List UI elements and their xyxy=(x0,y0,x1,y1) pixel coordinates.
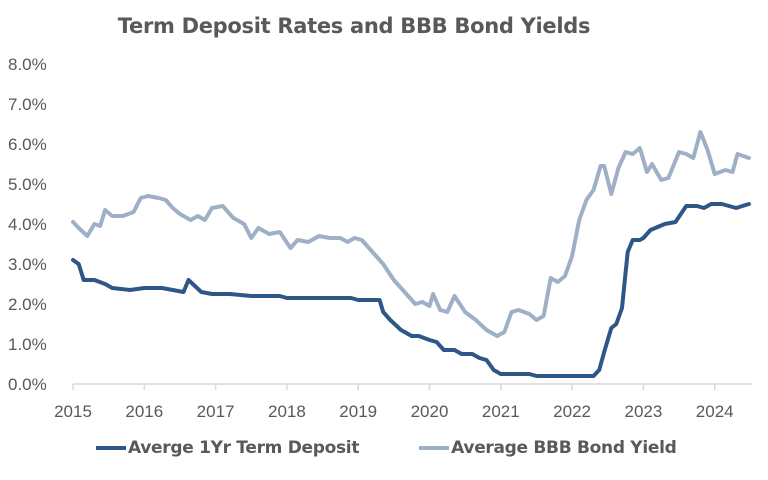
legend: Averge 1Yr Term Deposit Average BBB Bond… xyxy=(96,438,736,458)
y-tick-label: 8.0% xyxy=(8,55,47,74)
x-tick-label: 2019 xyxy=(339,402,377,421)
legend-swatch-term-deposit xyxy=(96,446,126,450)
x-tick-label: 2023 xyxy=(624,402,662,421)
series-lines xyxy=(71,130,751,378)
legend-label-bbb-bond: Average BBB Bond Yield xyxy=(451,438,677,458)
x-tick-label: 2021 xyxy=(482,402,520,421)
legend-label-term-deposit: Averge 1Yr Term Deposit xyxy=(128,438,360,458)
y-tick-label: 7.0% xyxy=(8,95,47,114)
y-tick-label: 5.0% xyxy=(8,175,47,194)
x-tick-label: 2022 xyxy=(553,402,591,421)
x-tick-label: 2017 xyxy=(197,402,235,421)
x-axis: 2015 2016 2017 2018 2019 2020 2021 2022 2023 2024 xyxy=(54,383,752,421)
y-tick-label: 4.0% xyxy=(8,215,47,234)
x-tick-label: 2015 xyxy=(54,402,92,421)
y-tick-label: 2.0% xyxy=(8,295,47,314)
y-tick-label: 0.0% xyxy=(8,375,47,394)
legend-swatch-bbb-bond xyxy=(419,446,450,450)
legend-item-bbb-bond: Average BBB Bond Yield xyxy=(419,438,677,458)
series-line-term-deposit xyxy=(71,202,751,378)
y-axis: 0.0% 1.0% 2.0% 3.0% 4.0% 5.0% 6.0% 7.0% 8.0% xyxy=(8,55,47,394)
x-tick-label: 2024 xyxy=(696,402,734,421)
y-tick-label: 3.0% xyxy=(8,255,47,274)
legend-item-term-deposit: Averge 1Yr Term Deposit xyxy=(96,438,359,458)
x-tick-label: 2018 xyxy=(268,402,306,421)
x-tick-label: 2020 xyxy=(411,402,449,421)
x-tick-label: 2016 xyxy=(125,402,163,421)
y-tick-label: 6.0% xyxy=(8,135,47,154)
chart-title: Term Deposit Rates and BBB Bond Yields xyxy=(117,14,591,38)
series-line-bbb-bond xyxy=(71,130,751,338)
y-tick-label: 1.0% xyxy=(8,335,47,354)
